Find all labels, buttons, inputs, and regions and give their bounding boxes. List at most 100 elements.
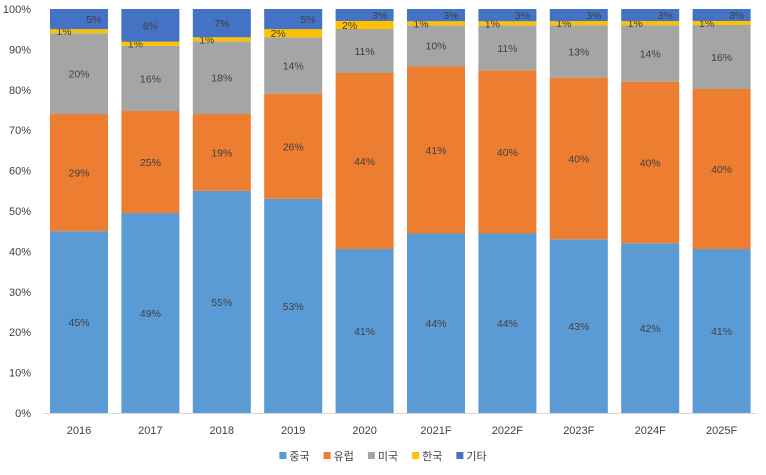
- legend-swatch: [456, 452, 464, 459]
- bar-segment: [692, 89, 751, 249]
- y-tick-label: 100%: [3, 4, 31, 16]
- bar-segment: [50, 231, 108, 413]
- bar-segment: [192, 9, 251, 38]
- y-tick-label: 40%: [9, 246, 31, 258]
- legend-label: 기타: [466, 450, 486, 463]
- x-tick-label: 2020: [352, 425, 376, 437]
- bar-segment: [692, 21, 751, 25]
- legend-swatch: [323, 452, 331, 459]
- bar-segment: [478, 70, 537, 234]
- y-tick-label: 50%: [9, 206, 31, 218]
- bar-segment: [549, 9, 608, 22]
- bar-segment: [335, 9, 394, 21]
- bar-segment: [621, 9, 680, 22]
- x-tick-label: 2021F: [420, 425, 451, 437]
- bar-segment: [478, 25, 537, 71]
- y-tick-label: 70%: [9, 125, 31, 137]
- data-label: 40%: [711, 164, 732, 176]
- y-tick-label: 80%: [9, 85, 31, 97]
- bar-segment: [621, 21, 680, 26]
- data-label: 29%: [68, 168, 89, 180]
- data-label: 2%: [342, 20, 357, 32]
- data-label: 53%: [283, 301, 304, 313]
- bar-segment: [192, 41, 251, 115]
- legend-swatch: [279, 452, 287, 459]
- bar-segment: [478, 9, 537, 22]
- data-label: 3%: [443, 10, 458, 22]
- bar-segment: [335, 29, 394, 73]
- bar-segment: [50, 9, 108, 30]
- bar-segment: [264, 29, 323, 38]
- bar-segment: [692, 249, 751, 413]
- bar-segment: [621, 25, 680, 82]
- x-tick-label: 2018: [210, 425, 234, 437]
- data-label: 42%: [640, 323, 661, 335]
- data-label: 11%: [354, 46, 374, 58]
- data-label: 40%: [640, 158, 661, 170]
- bar-segment: [121, 41, 180, 46]
- bar-segment: [407, 25, 465, 67]
- data-label: 41%: [711, 326, 732, 338]
- bar-segment: [335, 73, 394, 249]
- x-tick-label: 2017: [138, 425, 162, 437]
- bar-segment: [549, 239, 608, 413]
- y-tick-label: 30%: [9, 287, 31, 299]
- bar-segment: [407, 21, 465, 26]
- bar-segment: [407, 9, 465, 22]
- bar-segment: [478, 21, 537, 26]
- data-label: 1%: [556, 18, 571, 30]
- bar-segment: [264, 198, 323, 413]
- x-tick-label: 2024F: [635, 425, 666, 437]
- legend-label: 미국: [378, 450, 398, 463]
- data-label: 1%: [628, 18, 643, 30]
- data-label: 2%: [271, 28, 286, 40]
- y-tick-label: 20%: [9, 327, 31, 339]
- data-label: 45%: [68, 317, 89, 329]
- y-tick-label: 60%: [9, 166, 31, 178]
- data-label: 1%: [128, 39, 143, 51]
- y-tick-label: 90%: [9, 44, 31, 56]
- bar-segment: [692, 25, 751, 89]
- data-label: 13%: [568, 46, 589, 58]
- bar-segment: [407, 233, 465, 413]
- data-label: 43%: [568, 321, 589, 333]
- data-label: 40%: [497, 147, 518, 159]
- data-label: 14%: [283, 61, 304, 73]
- legend-label: 유럽: [334, 449, 354, 463]
- bar-segment: [549, 21, 608, 26]
- data-label: 1%: [485, 18, 500, 30]
- bar-segment: [192, 190, 251, 413]
- bar-segment: [335, 21, 394, 29]
- data-label: 40%: [568, 153, 589, 165]
- bar-segment: [50, 114, 108, 232]
- data-label: 3%: [658, 10, 673, 22]
- data-label: 1%: [199, 34, 214, 46]
- data-label: 1%: [56, 26, 71, 38]
- bar-segment: [121, 45, 180, 112]
- data-label: 18%: [211, 73, 232, 85]
- bar-segment: [192, 37, 251, 42]
- bar-segment: [335, 249, 394, 413]
- data-label: 3%: [729, 10, 744, 22]
- bar-segment: [407, 66, 465, 234]
- bar-segment: [264, 9, 323, 30]
- bar-segment: [621, 81, 680, 244]
- bar-segment: [264, 37, 323, 94]
- data-label: 44%: [497, 318, 518, 330]
- data-label: 25%: [140, 157, 161, 169]
- data-label: 7%: [214, 18, 229, 30]
- data-label: 5%: [86, 14, 101, 26]
- data-label: 11%: [497, 43, 517, 55]
- data-label: 3%: [515, 10, 530, 22]
- data-label: 10%: [425, 41, 446, 53]
- y-tick-label: 0%: [15, 408, 31, 420]
- x-tick-label: 2023F: [563, 425, 594, 437]
- bar-segment: [692, 9, 751, 21]
- bar-segment: [121, 9, 180, 42]
- legend-swatch: [367, 452, 375, 459]
- bar-segment: [192, 114, 251, 191]
- x-tick-label: 2025F: [706, 425, 737, 437]
- x-tick-label: 2022F: [492, 425, 523, 437]
- data-label: 3%: [372, 10, 387, 22]
- y-tick-label: 10%: [9, 368, 31, 380]
